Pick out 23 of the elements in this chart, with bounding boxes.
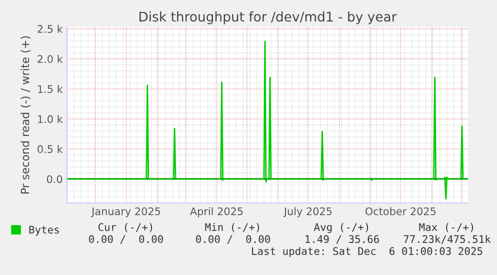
text: 0.00 / 0.00 [89, 235, 163, 244]
text: Avg (-/+) [314, 222, 368, 234]
x-tick-label: July 2025 [283, 207, 332, 218]
text: 77.23k/475.51k [404, 234, 491, 244]
legend-label: Bytes [29, 226, 59, 236]
text: Last update: Sat Dec 6 01:00:03 2025 [252, 246, 482, 258]
y-tick-label: 2.0 k [38, 54, 63, 63]
y-tick-label: 1.5 k [38, 84, 63, 93]
y-tick-label: 0.5 k [38, 144, 63, 154]
text: 1.49 / 35.66 [306, 235, 379, 244]
y-tick-label: 2.5 k [38, 24, 63, 33]
text: Max (-/+) [419, 223, 474, 232]
y-tick-label: 1.0 k [38, 114, 63, 124]
line-series [67, 40, 468, 200]
text: Min (-/+) [205, 222, 260, 232]
y-axis-title: Pr second read (-) / write (+) [20, 36, 31, 194]
text: 0.00 / 0.00 [196, 235, 270, 244]
y-tick-label: 0.0 [46, 175, 62, 184]
chart-title: Disk throughput for /dev/md1 - by year [140, 11, 397, 24]
text: Cur (-/+) [98, 223, 152, 232]
x-tick-label: April 2025 [190, 207, 243, 218]
x-tick-label: January 2025 [91, 207, 160, 218]
x-tick-label: October 2025 [365, 207, 436, 216]
